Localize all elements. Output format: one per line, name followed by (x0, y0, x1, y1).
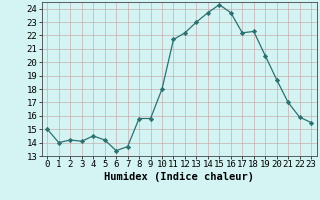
X-axis label: Humidex (Indice chaleur): Humidex (Indice chaleur) (104, 172, 254, 182)
